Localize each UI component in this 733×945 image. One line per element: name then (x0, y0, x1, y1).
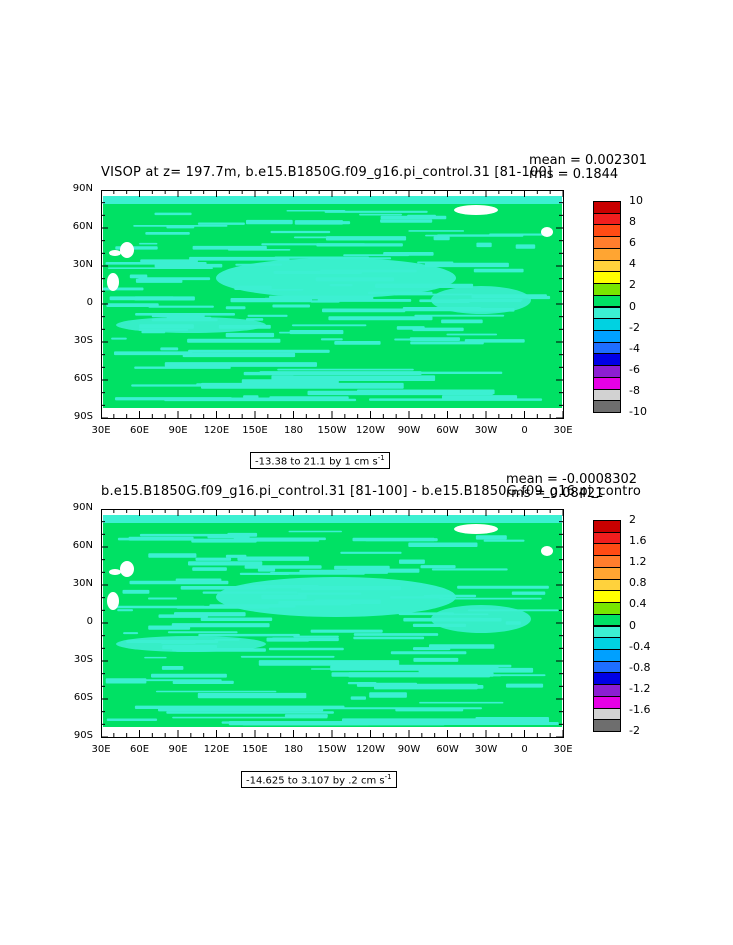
map-field (101, 509, 564, 738)
colorbar-label: -0.4 (629, 639, 651, 653)
colorbar-label: -6 (629, 362, 640, 376)
x-tick-label: 30W (474, 744, 498, 755)
mean-value: mean = 0.002301 (529, 153, 648, 168)
colorbar-label: 0.8 (629, 576, 647, 590)
y-tick-label: 30S (73, 335, 93, 346)
colorbar-label: -4 (629, 341, 640, 355)
masked-region (541, 546, 553, 556)
colorbar-label: 2 (629, 278, 636, 292)
x-tick-label: 120W (356, 425, 385, 436)
plot-title: VISOP at z= 197.7m, b.e15.B1850G.f09_g16… (101, 165, 553, 180)
y-tick-label: 0 (86, 616, 93, 627)
contour-range-label: -14.625 to 3.107 by .2 cm s-1 (241, 771, 397, 789)
rms-value: rms = 0.08421 (506, 486, 604, 501)
masked-region (107, 592, 119, 610)
map-field (101, 190, 564, 419)
colorbar-label: -8 (629, 383, 640, 397)
map-plot (101, 190, 564, 419)
colorbar-label: 1.6 (629, 534, 647, 548)
contour-range-label: -13.38 to 21.1 by 1 cm s-1 (250, 452, 390, 470)
y-tick-label: 90N (72, 183, 93, 194)
colorbar-label: 0.4 (629, 597, 647, 611)
x-tick-label: 120E (203, 744, 230, 755)
x-tick-label: 30E (91, 744, 111, 755)
masked-region (109, 569, 121, 575)
y-tick-label: 60S (73, 692, 93, 703)
x-tick-label: 180 (283, 744, 304, 755)
x-tick-label: 150W (317, 425, 347, 436)
y-tick-label: 60S (73, 373, 93, 384)
range-text: -14.625 to 3.107 by .2 cm s (246, 775, 385, 787)
x-tick-label: 150E (242, 425, 268, 436)
colorbar-label: 2 (629, 513, 636, 526)
x-tick-label: 90W (397, 425, 421, 436)
colorbar: 2 1.6 1.2 0.8 0.4 0 -0.4 -0.8 -1.2 -1.6 -2 (593, 513, 650, 737)
x-tick-label: 180 (283, 425, 304, 436)
range-unit-exponent: -1 (384, 773, 392, 781)
y-tick-label: 30N (72, 578, 93, 589)
colorbar-label: -0.8 (629, 660, 651, 674)
x-tick-label: 150W (317, 744, 347, 755)
colorbar-label: 8 (629, 215, 636, 229)
colorbar-label: -10 (629, 405, 647, 418)
y-tick-label: 90S (73, 730, 93, 741)
colorbar-label: 10 (629, 194, 643, 207)
colorbar-label: 1.2 (629, 555, 647, 569)
y-tick-label: 0 (86, 297, 93, 308)
colorbar-label: -2 (629, 320, 640, 334)
x-tick-label: 60W (436, 744, 459, 755)
masked-region (107, 273, 119, 291)
colorbar-label: 0 (629, 618, 636, 632)
x-tick-label: 30E (553, 744, 573, 755)
y-tick-label: 60N (72, 540, 93, 551)
colorbar-label: -1.2 (629, 681, 651, 695)
map-plot (101, 509, 564, 738)
colorbar-label: 4 (629, 257, 636, 271)
masked-region (120, 561, 134, 577)
masked-region (454, 205, 498, 215)
x-tick-label: 90E (168, 425, 188, 436)
y-tick-label: 60N (72, 221, 93, 232)
x-tick-label: 120E (203, 425, 230, 436)
x-tick-label: 60E (129, 425, 150, 436)
colorbar-label: 6 (629, 236, 636, 250)
x-tick-label: 90W (397, 744, 421, 755)
x-tick-label: 30E (553, 425, 573, 436)
x-tick-label: 30E (91, 425, 111, 436)
negative-field-bands (103, 196, 562, 402)
x-tick-label: 0 (521, 744, 528, 755)
masked-region (120, 242, 134, 258)
x-tick-label: 0 (521, 425, 528, 436)
tick-marks (101, 190, 564, 419)
y-tick-label: 30N (72, 259, 93, 270)
masked-region (541, 227, 553, 237)
colorbar-segment (593, 719, 621, 732)
colorbar-segment (593, 400, 621, 413)
x-tick-label: 150E (242, 744, 268, 755)
negative-field-bands (103, 515, 562, 726)
range-unit-exponent: -1 (377, 454, 385, 462)
x-tick-label: 60E (129, 744, 150, 755)
x-tick-label: 30W (474, 425, 498, 436)
range-text: -13.38 to 21.1 by 1 cm s (255, 456, 378, 468)
masked-region (109, 250, 121, 256)
masked-region (454, 524, 498, 534)
y-tick-label: 90N (72, 502, 93, 513)
colorbar-label: -1.6 (629, 702, 651, 716)
x-tick-label: 120W (356, 744, 385, 755)
rms-value: rms = 0.1844 (529, 167, 619, 182)
plot-title: b.e15.B1850G.f09_g16.pi_control.31 [81-1… (101, 484, 642, 499)
colorbar-label: -2 (629, 724, 640, 737)
y-tick-label: 90S (73, 411, 93, 422)
y-tick-label: 30S (73, 654, 93, 665)
mean-value: mean = -0.0008302 (506, 472, 638, 487)
x-tick-label: 60W (436, 425, 459, 436)
x-tick-label: 90E (168, 744, 188, 755)
colorbar: 10 8 6 4 2 0 -2 -4 -6 -8 -10 (593, 194, 647, 418)
colorbar-label: 0 (629, 299, 636, 313)
tick-marks (101, 509, 564, 738)
